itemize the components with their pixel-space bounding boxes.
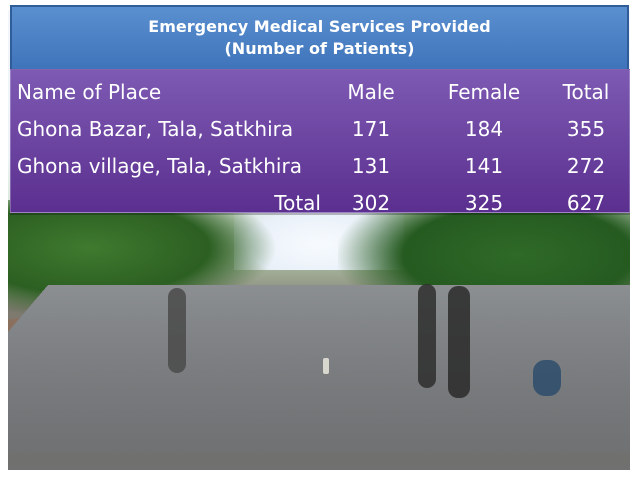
total-male: 302 <box>351 191 391 215</box>
row-total: 272 <box>566 154 606 178</box>
header-female: Female <box>447 80 521 104</box>
total-female: 325 <box>464 191 504 215</box>
title-line-1: Emergency Medical Services Provided <box>148 17 491 36</box>
header-name-of-place: Name of Place <box>17 80 162 104</box>
table-row: Ghona village, Tala, Satkhira 131 141 27… <box>11 148 629 184</box>
row-place: Ghona Bazar, Tala, Satkhira <box>17 117 294 141</box>
table-row: Ghona Bazar, Tala, Satkhira 171 184 355 <box>11 111 629 147</box>
total-total: 627 <box>566 191 606 215</box>
total-label: Total <box>274 191 321 215</box>
row-female: 184 <box>464 117 504 141</box>
title-line-2: (Number of Patients) <box>224 39 415 58</box>
title-banner: Emergency Medical Services Provided (Num… <box>10 5 629 71</box>
person <box>533 360 561 396</box>
person <box>168 288 186 373</box>
patients-table: Name of Place Male Female Total Ghona Ba… <box>10 69 630 215</box>
row-female: 141 <box>464 154 504 178</box>
row-male: 131 <box>351 154 391 178</box>
header-total: Total <box>562 80 610 104</box>
road-marking <box>323 358 329 374</box>
table-header-row: Name of Place Male Female Total <box>11 74 629 110</box>
row-male: 171 <box>351 117 391 141</box>
person <box>418 284 436 388</box>
header-male: Male <box>347 80 395 104</box>
table-total-row: Total 302 325 627 <box>11 185 629 221</box>
row-total: 355 <box>566 117 606 141</box>
row-place: Ghona village, Tala, Satkhira <box>17 154 302 178</box>
person <box>448 286 470 398</box>
